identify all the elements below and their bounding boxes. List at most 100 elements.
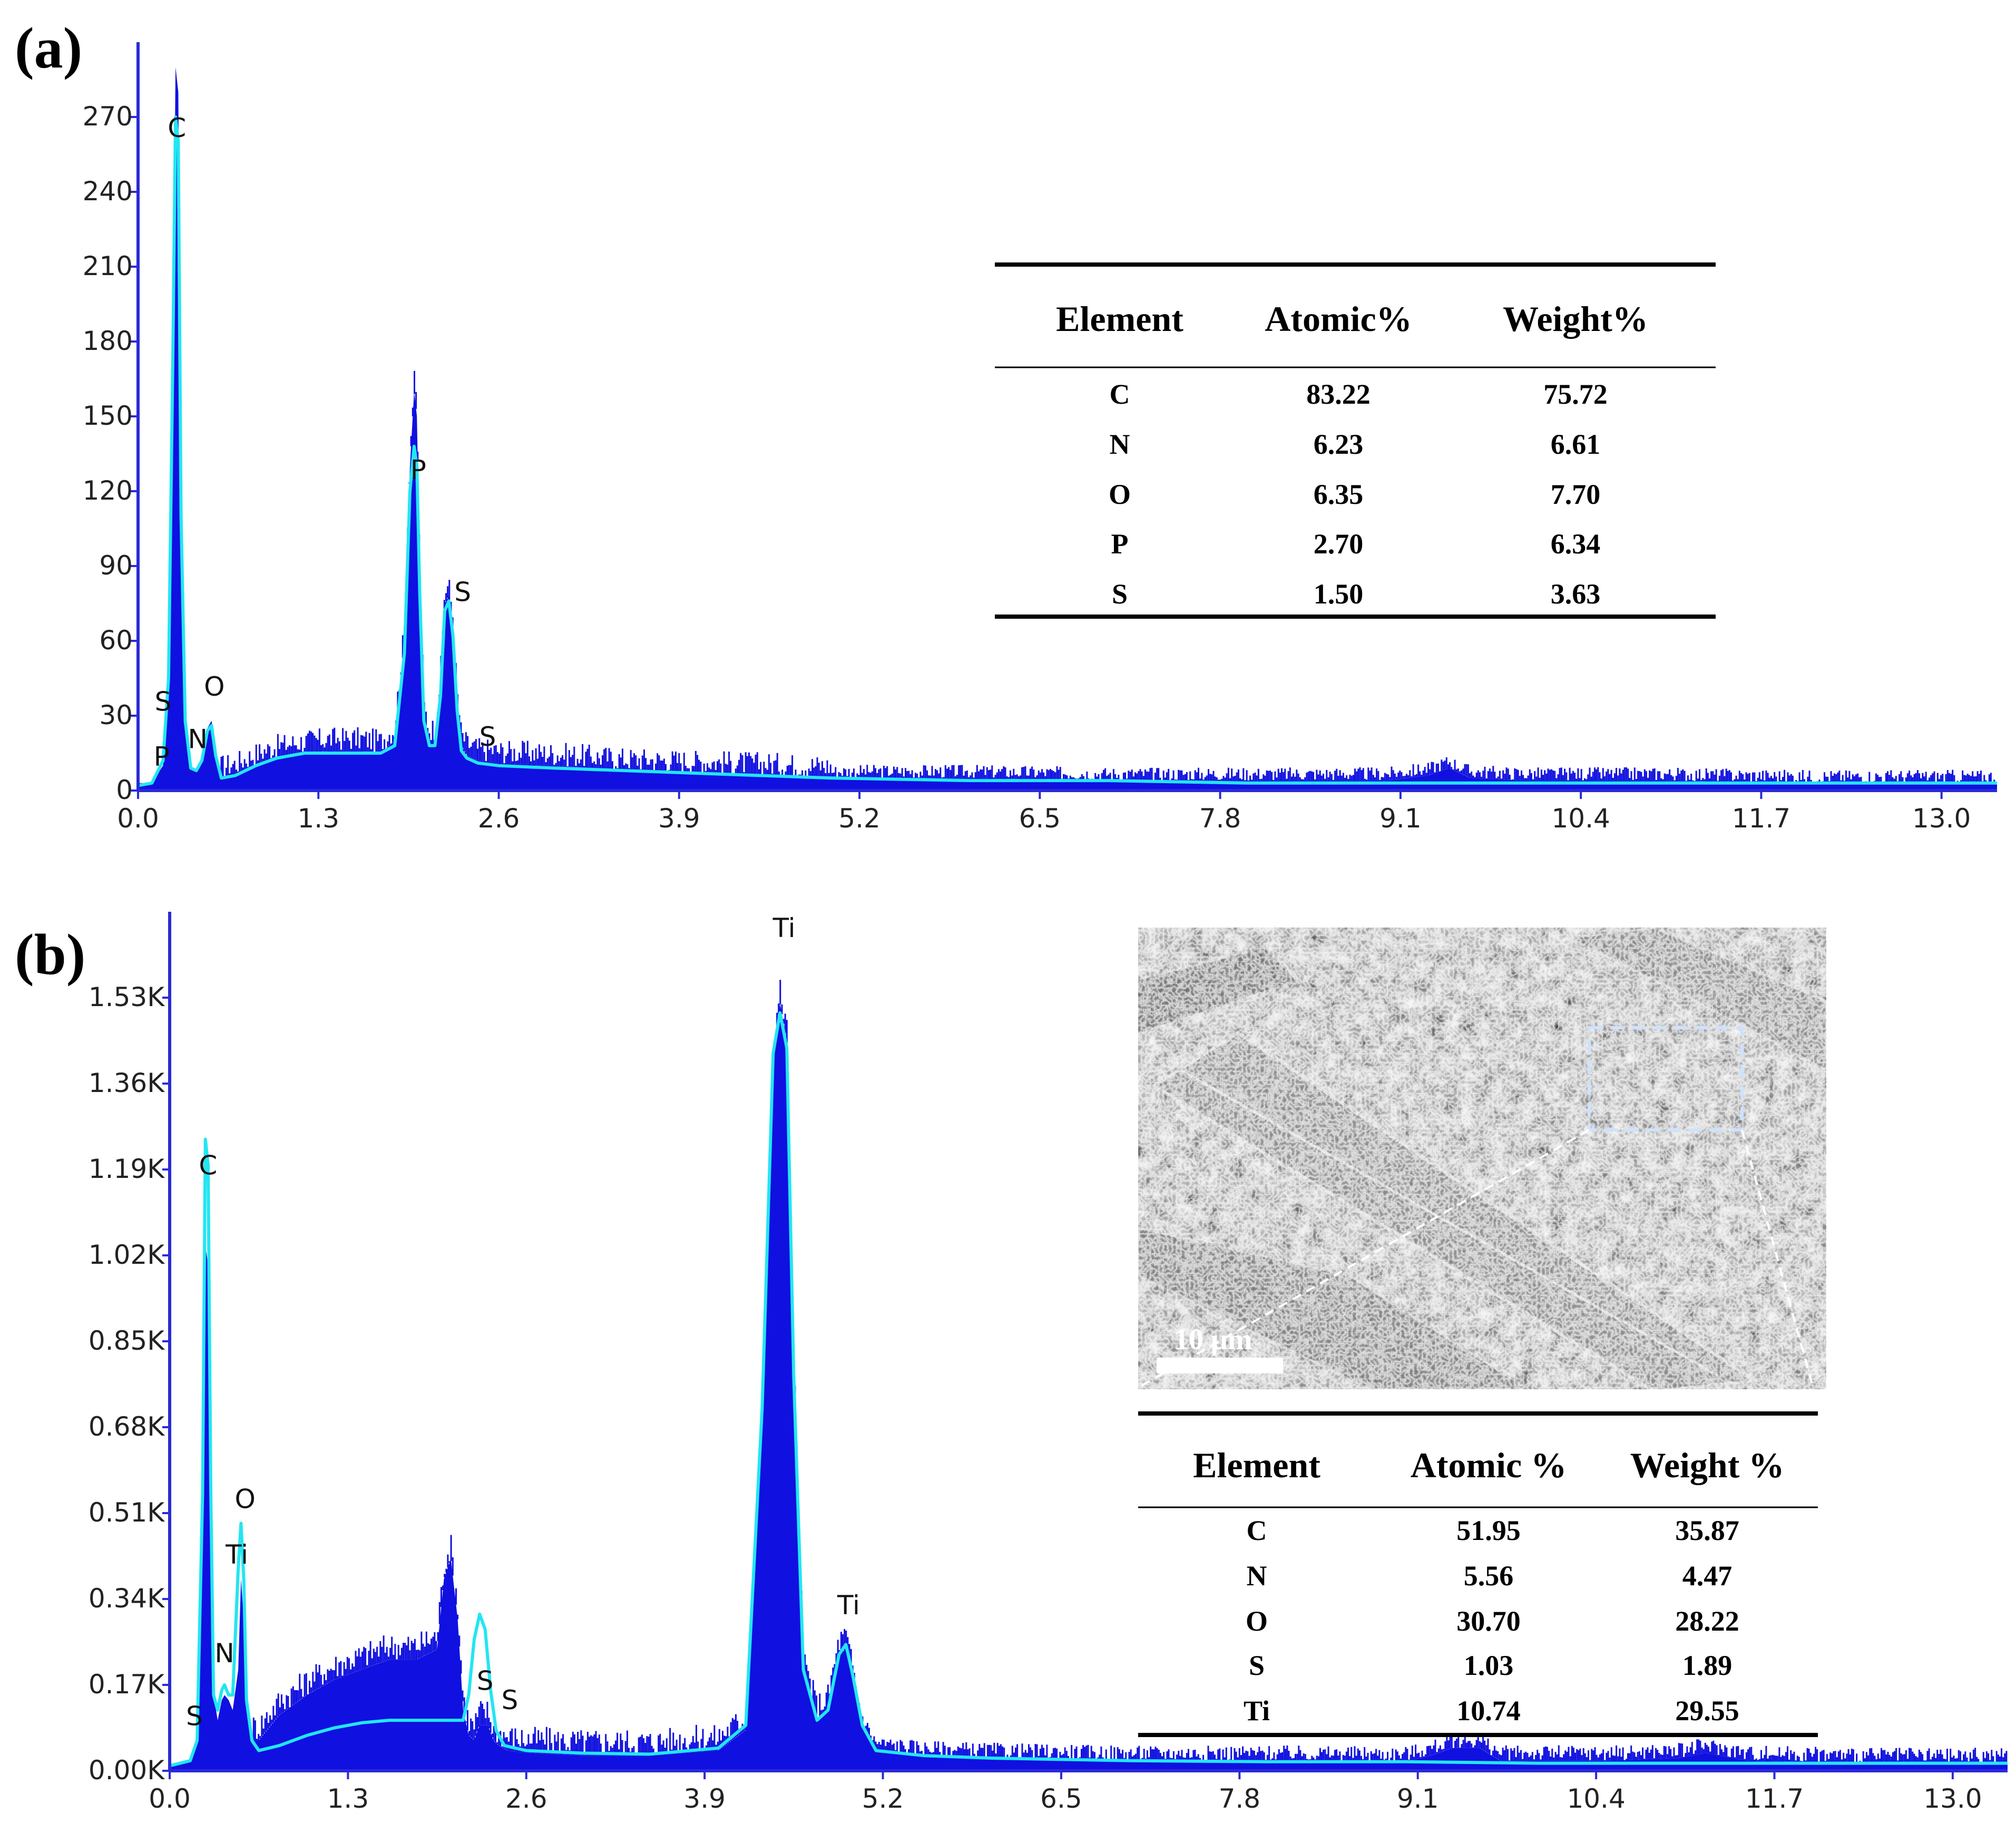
y-tick-label: 180	[83, 326, 133, 356]
spectrum-area	[138, 67, 1997, 791]
composition-table-b: Element Atomic % Weight % C 51.95 35.87 …	[1138, 1411, 1818, 1737]
x-tick-label: 11.7	[1745, 1783, 1804, 1814]
peak-label: S	[186, 1701, 203, 1732]
table-a-cell: 3.63	[1551, 578, 1601, 610]
y-tick-label: 30	[99, 700, 133, 730]
x-tick-label: 7.8	[1199, 803, 1241, 834]
peak-label: S	[477, 1666, 494, 1696]
spectrum-plot-a	[138, 67, 1997, 791]
composition-table-a: Element Atomic% Weight% C 83.22 75.72 N …	[995, 262, 1716, 619]
zoom-guide-line	[1741, 1129, 1814, 1387]
y-tick-label: 0.34K	[89, 1583, 165, 1614]
zoom-region-box	[1588, 1026, 1744, 1132]
table-a-cell: 75.72	[1543, 378, 1608, 410]
table-b-cell: N	[1247, 1560, 1267, 1592]
table-b-cell: 4.47	[1682, 1560, 1733, 1592]
table-a-cell: 83.22	[1306, 378, 1371, 410]
table-a-cell: 6.34	[1551, 528, 1601, 560]
table-a-header-element: Element	[1056, 299, 1183, 339]
peak-label: Ti	[772, 913, 796, 943]
y-tick-label: 270	[83, 101, 133, 132]
y-tick-label: 150	[83, 401, 133, 431]
y-tick-label: 0.00K	[89, 1755, 165, 1786]
y-tick-label: 0.68K	[89, 1411, 165, 1442]
x-tick-label: 5.2	[862, 1783, 904, 1814]
table-b-cell: 35.87	[1675, 1515, 1739, 1546]
y-tick-label: 1.02K	[89, 1240, 165, 1270]
x-tick-label: 11.7	[1732, 803, 1790, 834]
y-tick-label: 60	[99, 625, 133, 656]
y-tick-label: 1.53K	[89, 982, 165, 1012]
y-tick-label: 0	[116, 775, 133, 805]
table-b-cell: 51.95	[1456, 1515, 1521, 1546]
table-a-header-atomic: Atomic%	[1265, 299, 1412, 339]
table-b-cell: 29.55	[1675, 1695, 1739, 1727]
table-b-cell: 5.56	[1464, 1560, 1514, 1592]
peak-label: N	[188, 724, 208, 755]
peak-label: Ti	[837, 1590, 860, 1621]
y-tick-label: 1.19K	[89, 1154, 165, 1184]
table-a-cell: 6.35	[1314, 479, 1364, 510]
x-tick-label: 13.0	[1923, 1783, 1982, 1814]
panel-a-label: (a)	[15, 16, 82, 80]
x-tick-label: 3.9	[683, 1783, 726, 1814]
table-b-cell: 1.03	[1464, 1650, 1514, 1681]
peak-label: Ti	[225, 1539, 248, 1570]
x-tick-label: 5.2	[838, 803, 880, 834]
x-tick-label: 9.1	[1379, 803, 1422, 834]
x-tick-label: 10.4	[1551, 803, 1610, 834]
peak-label: S	[502, 1685, 518, 1715]
y-tick-label: 120	[83, 475, 133, 506]
y-ticks-a: 0 30 60 90 120 150 180 210 240 270	[83, 101, 138, 805]
x-tick-label: 1.3	[327, 1783, 369, 1814]
spectrum-plot-b	[169, 980, 2008, 1771]
peak-label: C	[168, 113, 186, 143]
y-tick-label: 210	[83, 251, 133, 281]
table-b-header-weight: Weight %	[1630, 1445, 1785, 1485]
table-b-cell: 28.22	[1675, 1605, 1739, 1637]
table-a-cell: 6.23	[1314, 428, 1364, 460]
table-b-cell: 30.70	[1456, 1605, 1521, 1637]
y-tick-label: 1.36K	[89, 1068, 165, 1098]
peak-label: S	[454, 577, 471, 607]
table-b-cell: O	[1246, 1605, 1268, 1637]
peak-label: O	[234, 1484, 255, 1514]
table-a-cell: P	[1111, 528, 1129, 560]
panel-b: (b) 0.0 1.3 2.6 3.9 5.2 6.5 7.8 9.1 10.4 11.7 13.0…	[15, 912, 2008, 1814]
x-tick-label: 9.1	[1397, 1783, 1439, 1814]
x-ticks-b: 0.0 1.3 2.6 3.9 5.2 6.5 7.8 9.1 10.4 11.7 13.0	[149, 1771, 1982, 1814]
table-b-cell: C	[1247, 1515, 1267, 1546]
table-a-cell: 6.61	[1551, 428, 1601, 460]
table-a-header-weight: Weight%	[1503, 299, 1648, 339]
table-a-cell: S	[1112, 578, 1128, 610]
peak-label: S	[155, 687, 172, 717]
zoom-guide-line	[1140, 1129, 1590, 1387]
y-tick-label: 0.17K	[89, 1669, 165, 1700]
x-tick-label: 0.0	[149, 1783, 191, 1814]
table-b-cell: 10.74	[1456, 1695, 1521, 1727]
peak-label: P	[410, 454, 426, 485]
table-a-cell: 7.70	[1551, 479, 1601, 510]
fit-curve	[138, 115, 1997, 787]
spectrum-noise	[220, 370, 1997, 783]
table-b-cell: 1.89	[1682, 1650, 1733, 1681]
x-tick-label: 2.6	[478, 803, 520, 834]
x-tick-label: 2.6	[505, 1783, 547, 1814]
fit-curve	[169, 1011, 2008, 1768]
spectrum-area	[170, 1002, 2008, 1771]
x-ticks-a: 0.0 1.3 2.6 3.9 5.2 6.5 7.8 9.1 10.4 11.7 13.0	[117, 791, 1971, 834]
table-a-cell: 1.50	[1314, 578, 1364, 610]
panel-a: (a) 0.0 1.3 2.6 3.9 5.2 6.5 7.8 9.1 10.4 11.7 13.0…	[15, 16, 1997, 834]
panel-b-label: (b)	[15, 922, 85, 987]
peak-label: C	[199, 1150, 217, 1181]
peak-label: P	[154, 742, 170, 772]
x-tick-label: 0.0	[117, 803, 159, 834]
y-tick-label: 0.51K	[89, 1497, 165, 1528]
y-tick-label: 0.85K	[89, 1325, 165, 1356]
x-tick-label: 6.5	[1040, 1783, 1082, 1814]
y-ticks-b: 0.00K 0.17K 0.34K 0.51K 0.68K 0.85K 1.02K 1.19K…	[89, 982, 170, 1786]
x-tick-label: 7.8	[1219, 1783, 1261, 1814]
